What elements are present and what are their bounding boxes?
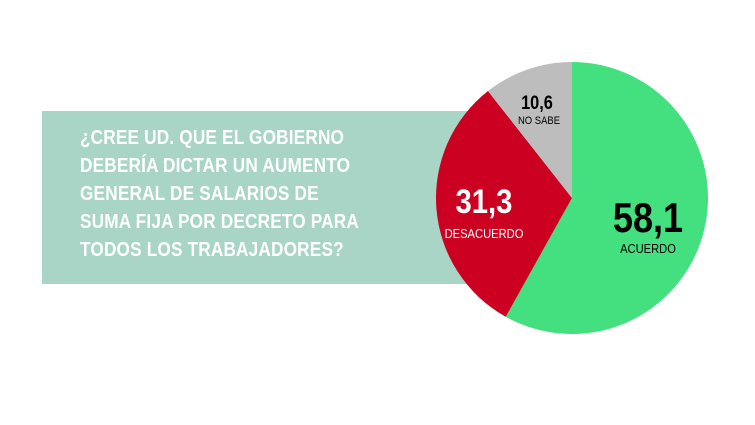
slice-label-no-sabe: NO SABE <box>518 115 560 127</box>
pie-slice-acuerdo <box>505 62 709 334</box>
slice-value-desacuerdo: 31,3 <box>456 182 513 221</box>
pie-slice-desacuerdo <box>435 91 572 317</box>
question-text: ¿CREE UD. QUE EL GOBIERNO DEBERÍA DICTAR… <box>80 126 359 261</box>
slice-label-desacuerdo: DESACUERDO <box>445 226 524 241</box>
slice-label-acuerdo: ACUERDO <box>620 241 676 256</box>
slice-value-no-sabe: 10,6 <box>521 92 553 113</box>
pie-slice-no-sabe <box>487 61 572 198</box>
question-panel <box>42 111 512 284</box>
slice-value-acuerdo: 58,1 <box>613 196 683 242</box>
